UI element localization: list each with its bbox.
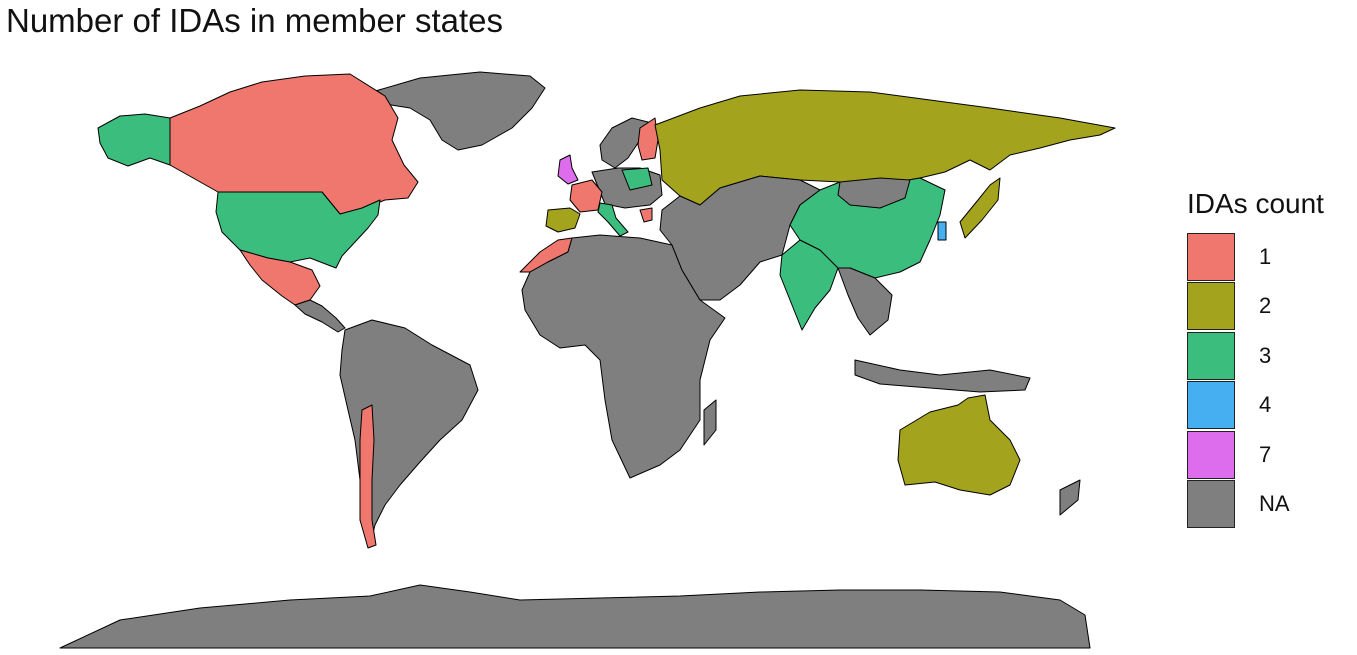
country-antarctica <box>59 584 1091 649</box>
legend-item: 2 <box>1187 282 1324 332</box>
legend-swatch-7 <box>1187 430 1235 479</box>
country-south-america <box>339 319 479 546</box>
legend-swatch-3 <box>1187 331 1235 380</box>
country-madagascar <box>703 399 717 446</box>
legend-swatch-4 <box>1187 381 1235 430</box>
country-chile <box>359 404 377 549</box>
country-united-kingdom <box>557 154 579 185</box>
country-africa <box>521 234 726 479</box>
country-united-states <box>215 191 381 269</box>
country-indonesia <box>854 359 1031 393</box>
legend-title: IDAs count <box>1187 188 1324 219</box>
country-south-korea <box>937 221 947 241</box>
legend-swatch-2 <box>1187 282 1235 331</box>
legend-label: 2 <box>1259 293 1272 319</box>
country-southeast-asia <box>837 267 893 336</box>
legend-label: 3 <box>1259 342 1272 368</box>
legend-label: 1 <box>1259 243 1272 269</box>
legend-label: 7 <box>1259 441 1272 467</box>
country-italy <box>597 202 629 237</box>
legend-swatch-na <box>1187 480 1235 529</box>
legend-swatch-1 <box>1187 232 1235 281</box>
legend-item: 7 <box>1187 430 1324 480</box>
country-australia <box>897 394 1021 496</box>
country-middle-east-central-asia <box>659 175 821 301</box>
legend-item: 3 <box>1187 331 1324 381</box>
legend-label: NA <box>1259 491 1290 517</box>
country-greece <box>639 207 653 223</box>
chart-title: Number of IDAs in member states <box>6 2 503 39</box>
country-alaska <box>97 113 171 167</box>
country-spain <box>545 207 581 233</box>
country-new-zealand <box>1059 479 1081 516</box>
legend: IDAs count 1 2 3 4 7 NA <box>1187 188 1324 529</box>
country-japan <box>959 177 1001 239</box>
country-central-america <box>294 299 346 333</box>
country-poland <box>621 167 653 191</box>
legend-item: 1 <box>1187 232 1324 282</box>
legend-label: 4 <box>1259 392 1272 418</box>
country-finland <box>637 117 659 161</box>
country-greenland <box>371 71 546 151</box>
country-mongolia <box>837 177 911 209</box>
legend-item: 4 <box>1187 381 1324 431</box>
legend-item: NA <box>1187 480 1324 530</box>
